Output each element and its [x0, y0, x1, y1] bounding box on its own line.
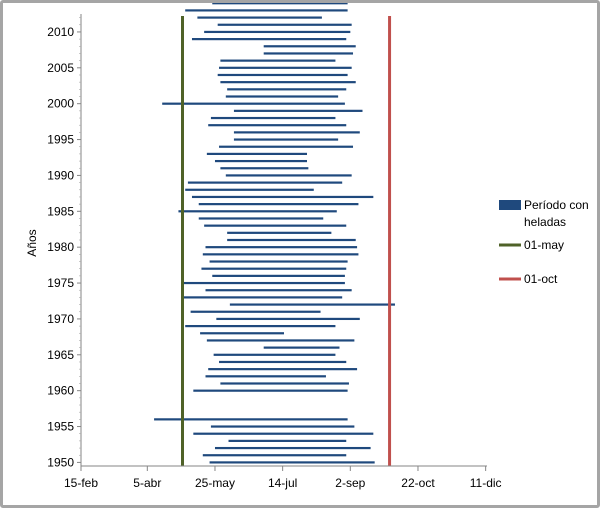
y-tick-label-2005: 2005 [47, 61, 74, 75]
frost-bar-1989 [187, 181, 343, 184]
y-tick-label-1970: 1970 [47, 312, 74, 326]
frost-bar-1978 [209, 260, 348, 263]
frost-bar-1986 [198, 203, 359, 206]
frost-bar-1975 [182, 281, 345, 285]
frost-bar-1965 [213, 353, 336, 356]
frost-bar-1999 [233, 109, 363, 112]
frost-bar-1998 [210, 116, 336, 120]
frost-bar-1985 [178, 210, 337, 213]
frost-bar-2002 [227, 88, 347, 91]
x-tick-label-5-abr: 5-abr [133, 476, 161, 490]
x-tick-label-2-sep: 2-sep [335, 476, 365, 490]
y-tick-label-1950: 1950 [47, 455, 74, 469]
reference-lines [181, 16, 392, 466]
frost-bar-1990 [225, 174, 352, 177]
frost-bar-1997 [208, 124, 347, 127]
frost-bar-2011 [217, 23, 352, 26]
x-tick-label-25-may: 25-may [195, 476, 235, 490]
frost-bar-2009 [191, 38, 347, 41]
frost-bar-1983 [204, 224, 347, 227]
y-tick-label-1955: 1955 [47, 420, 74, 434]
y-tick-label-1990: 1990 [47, 168, 74, 182]
frost-bar-1954 [193, 432, 374, 435]
legend-label-series: Período con heladas [524, 198, 589, 229]
frost-bar-2012 [197, 16, 322, 19]
frost-bar-2005 [219, 66, 352, 69]
frost-bar-1951 [202, 454, 347, 457]
frost-bar-1982 [227, 231, 332, 234]
frost-bar-1963 [208, 368, 358, 371]
frost-bar-1992 [214, 159, 308, 163]
frost-bar-2003 [220, 81, 356, 84]
frost-bar-1987 [191, 195, 374, 199]
frost-bar-2008 [263, 45, 356, 48]
frost-bar-1996 [233, 131, 360, 134]
frost-period-bars [154, 2, 395, 464]
frost-bar-1994 [219, 145, 354, 148]
frost-bar-1977 [201, 267, 347, 270]
y-tick-label-1985: 1985 [47, 204, 74, 218]
frost-bar-1995 [233, 138, 339, 141]
y-tick-label-1980: 1980 [47, 240, 74, 254]
frost-bar-2006 [220, 59, 336, 62]
frost-bar-2001 [225, 95, 339, 98]
frost-bar-2004 [217, 73, 348, 77]
y-axis-label: Años [25, 229, 39, 256]
frost-bar-1991 [220, 167, 309, 170]
frost-bar-1952 [214, 446, 371, 450]
frost-bar-1961 [220, 382, 349, 385]
x-tick-label-22-oct: 22-oct [401, 476, 435, 490]
y-tick-label-1965: 1965 [47, 348, 74, 362]
y-tick-label-1975: 1975 [47, 276, 74, 290]
frost-bar-1976 [212, 274, 345, 277]
frost-bar-1970 [216, 317, 360, 321]
frost-bar-1969 [185, 324, 336, 328]
frost-bar-2013 [185, 9, 348, 12]
frost-bar-2014 [212, 2, 348, 5]
frost-bar-1973 [182, 296, 343, 299]
frost-bar-2000 [162, 102, 345, 105]
frost-bar-1962 [205, 375, 326, 378]
frost-bar-1971 [190, 310, 321, 313]
legend-label-may: 01-may [524, 238, 564, 252]
y-tick-label-1995: 1995 [47, 133, 74, 147]
frost-bar-1993 [206, 152, 308, 156]
frost-bar-1972 [229, 303, 395, 306]
y-tick-label-2010: 2010 [47, 25, 74, 39]
legend-label-oct: 01-oct [524, 272, 558, 286]
axes: 1950 1955 1960 1965 1970 1975 1980 1985 1990 1995… [47, 14, 502, 490]
frost-bar-1960 [193, 389, 348, 392]
legend: Período con heladas 01-may 01-oct [499, 198, 589, 286]
x-tick-label-15-feb: 15-feb [64, 476, 98, 490]
frost-bar-1988 [185, 188, 314, 191]
frost-bar-1980 [205, 246, 358, 249]
y-tick-label-1960: 1960 [47, 384, 74, 398]
frost-bar-1981 [227, 238, 356, 242]
frost-bar-1953 [228, 439, 347, 442]
frost-bar-1968 [200, 332, 284, 335]
frost-bar-1964 [219, 360, 347, 364]
frost-bar-1966 [263, 346, 340, 349]
frost-bar-1984 [198, 217, 324, 220]
frost-bar-2007 [263, 52, 354, 55]
frost-bar-1955 [210, 425, 355, 428]
x-tick-label-11-dic: 11-dic [470, 476, 502, 490]
legend-swatch-series [499, 200, 521, 210]
frost-bar-1950 [209, 461, 375, 464]
y-tick-label-2000: 2000 [47, 97, 74, 111]
frost-bar-1974 [205, 289, 352, 292]
frost-bar-1956 [154, 418, 348, 421]
frost-bar-1979 [202, 253, 359, 256]
frost-bar-2010 [204, 30, 351, 34]
range-bar-chart: 1950 1955 1960 1965 1970 1975 1980 1985 1990 1995… [25, 2, 589, 490]
x-tick-label-14-jul: 14-jul [268, 476, 297, 490]
frost-bar-1967 [206, 339, 355, 342]
